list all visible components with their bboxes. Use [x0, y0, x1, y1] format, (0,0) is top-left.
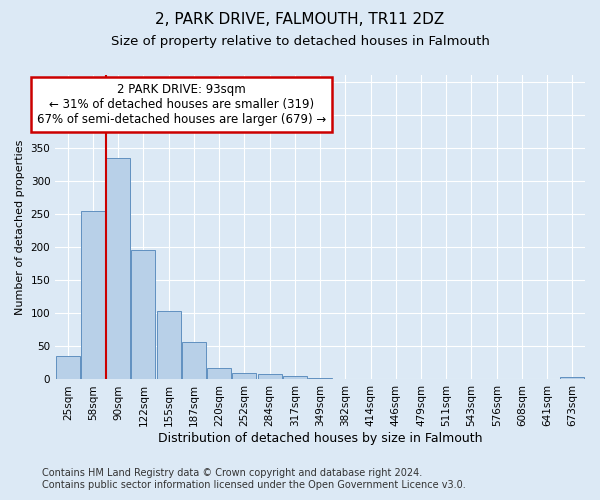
Bar — [106, 158, 130, 380]
Bar — [232, 373, 256, 380]
Bar — [384, 379, 408, 380]
Bar — [81, 210, 105, 380]
Bar — [283, 376, 307, 380]
Bar — [157, 312, 181, 380]
Bar — [207, 368, 231, 380]
Bar — [182, 342, 206, 380]
Bar — [308, 378, 332, 380]
Y-axis label: Number of detached properties: Number of detached properties — [15, 140, 25, 315]
Text: Size of property relative to detached houses in Falmouth: Size of property relative to detached ho… — [110, 35, 490, 48]
Bar — [334, 379, 357, 380]
Text: 2 PARK DRIVE: 93sqm
← 31% of detached houses are smaller (319)
67% of semi-detac: 2 PARK DRIVE: 93sqm ← 31% of detached ho… — [37, 83, 326, 126]
Bar — [56, 356, 80, 380]
Bar — [359, 379, 383, 380]
Text: Contains HM Land Registry data © Crown copyright and database right 2024.
Contai: Contains HM Land Registry data © Crown c… — [42, 468, 466, 490]
Text: 2, PARK DRIVE, FALMOUTH, TR11 2DZ: 2, PARK DRIVE, FALMOUTH, TR11 2DZ — [155, 12, 445, 28]
Bar — [257, 374, 281, 380]
X-axis label: Distribution of detached houses by size in Falmouth: Distribution of detached houses by size … — [158, 432, 482, 445]
Bar — [131, 250, 155, 380]
Bar — [560, 378, 584, 380]
